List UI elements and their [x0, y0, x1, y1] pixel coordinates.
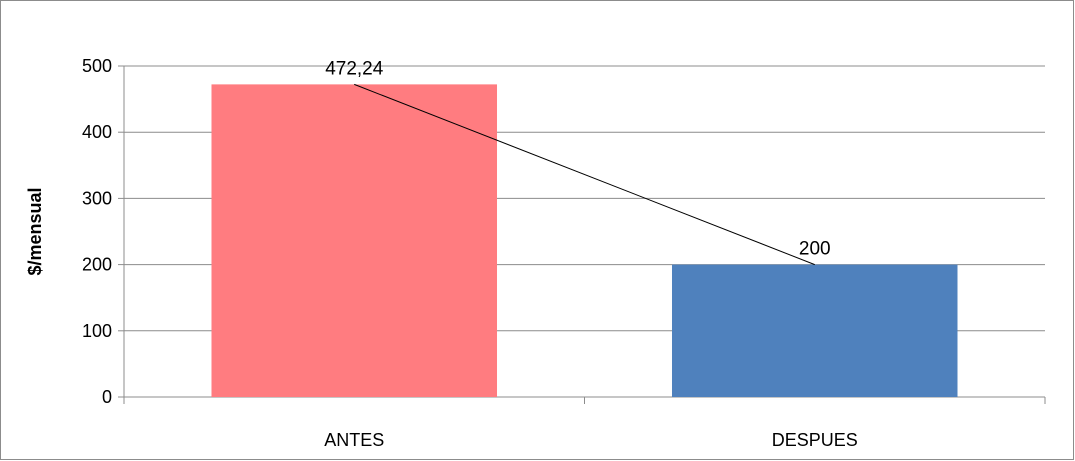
data-label-antes: 472,24 — [325, 58, 384, 79]
y-tick-label-300: 300 — [82, 188, 112, 208]
y-axis-title: $/mensual — [25, 187, 45, 275]
y-tick-label-100: 100 — [82, 321, 112, 341]
data-label-despues: 200 — [799, 239, 831, 260]
trend-line — [354, 83, 815, 266]
y-tick-label-200: 200 — [82, 255, 112, 275]
bar-despues — [671, 264, 958, 397]
category-label-antes: ANTES — [324, 430, 384, 450]
y-tick-label-500: 500 — [82, 56, 112, 76]
y-tick-label-0: 0 — [102, 387, 112, 407]
bar-antes — [211, 84, 498, 397]
category-label-despues: DESPUES — [772, 430, 858, 450]
y-tick-label-400: 400 — [82, 122, 112, 142]
